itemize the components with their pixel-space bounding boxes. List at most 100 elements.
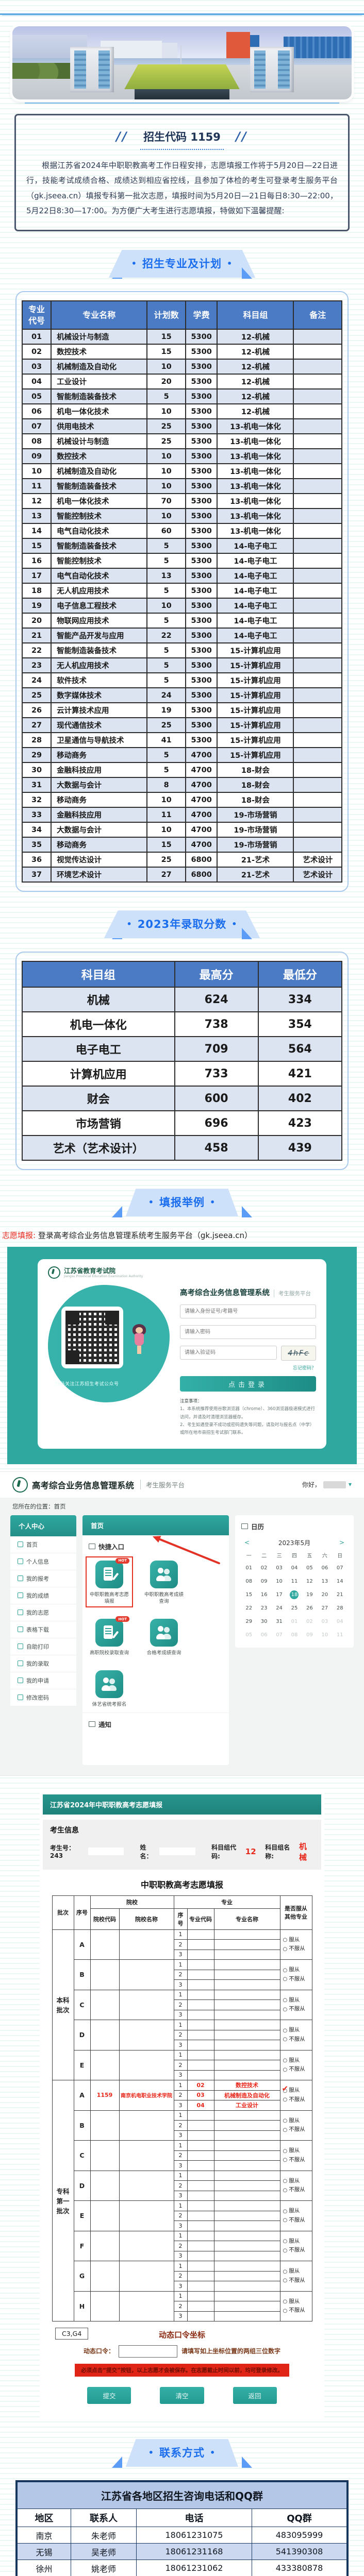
major-code-cell[interactable] <box>187 2110 214 2121</box>
major-code-cell[interactable] <box>187 2060 214 2071</box>
calendar-day[interactable]: 30 <box>260 1618 268 1624</box>
calendar-day[interactable]: 04 <box>291 1565 298 1571</box>
radio-not-obey[interactable]: ○ 不服从 <box>283 2095 312 2105</box>
major-code-cell[interactable] <box>187 2311 214 2322</box>
major-code-cell[interactable] <box>187 1979 214 1990</box>
major-code-cell[interactable] <box>187 2270 214 2282</box>
major-name-cell[interactable] <box>213 2170 280 2181</box>
radio-not-obey[interactable]: ○ 不服从 <box>283 2125 312 2134</box>
sidebar-item-个人信息[interactable]: 个人信息 <box>10 1553 76 1570</box>
radio-not-obey[interactable]: ○ 不服从 <box>283 2005 312 2014</box>
major-name-cell[interactable] <box>213 2009 280 2021</box>
calendar-day[interactable]: 09 <box>260 1578 268 1584</box>
calendar-day[interactable]: 12 <box>306 1578 313 1584</box>
college-name-cell[interactable] <box>119 2020 174 2050</box>
calendar-day[interactable]: 07 <box>336 1565 343 1571</box>
calendar-day-next-month[interactable]: 09 <box>306 1632 313 1638</box>
college-name-cell[interactable]: 南京机电职业技术学院 <box>119 2080 174 2111</box>
major-code-cell[interactable] <box>187 2130 214 2141</box>
college-name-cell[interactable] <box>119 2170 174 2201</box>
sidebar-item-我的志愿[interactable]: 我的志愿 <box>10 1604 76 1621</box>
radio-obey[interactable]: ○ 服从 <box>283 1965 312 1975</box>
major-code-cell[interactable] <box>187 2200 214 2211</box>
password-input[interactable] <box>180 1325 316 1340</box>
major-code-cell[interactable] <box>187 2221 214 2231</box>
major-name-cell[interactable] <box>213 1959 280 1970</box>
sidebar-item-我的报考[interactable]: 我的报考 <box>10 1570 76 1587</box>
college-code-cell[interactable] <box>90 2291 120 2322</box>
radio-not-obey[interactable]: ○ 不服从 <box>283 1975 312 1984</box>
calendar-day-next-month[interactable]: 10 <box>321 1632 328 1638</box>
major-name-cell[interactable] <box>213 2301 280 2312</box>
major-name-cell[interactable] <box>213 2291 280 2302</box>
major-code-cell[interactable]: 04 <box>187 2100 214 2111</box>
sidebar-item-表格下载[interactable]: 表格下载 <box>10 1621 76 1638</box>
major-code-cell[interactable] <box>187 2291 214 2302</box>
calendar-day[interactable]: 16 <box>260 1591 268 1598</box>
major-name-cell[interactable] <box>213 2241 280 2251</box>
calendar-day[interactable]: 28 <box>336 1605 343 1611</box>
college-name-cell[interactable] <box>119 1959 174 1990</box>
radio-obey[interactable]: ○ 服从 <box>283 1996 312 2005</box>
calendar-prev-button[interactable]: < <box>244 1539 250 1547</box>
major-name-cell[interactable] <box>213 2230 280 2242</box>
major-name-cell[interactable] <box>213 2190 280 2201</box>
captcha-image[interactable]: 4hFc <box>281 1346 316 1361</box>
major-name-cell[interactable]: 机械制造及自动化 <box>213 2090 280 2101</box>
major-name-cell[interactable] <box>213 1969 280 1980</box>
major-name-cell[interactable] <box>213 2200 280 2211</box>
college-code-cell[interactable] <box>90 1959 120 1990</box>
radio-not-obey[interactable]: ○ 不服从 <box>283 2306 312 2315</box>
captcha-input[interactable] <box>180 1346 277 1360</box>
radio-obey[interactable]: ○ 服从 <box>283 2116 312 2126</box>
major-name-cell[interactable] <box>213 2281 280 2292</box>
major-code-cell[interactable] <box>187 2160 214 2171</box>
calendar-day[interactable]: 24 <box>276 1605 283 1611</box>
radio-obey[interactable]: ○ 服从 <box>283 2026 312 2035</box>
calendar-day-next-month[interactable]: 03 <box>321 1618 328 1624</box>
college-code-cell[interactable] <box>90 1929 120 1960</box>
major-name-cell[interactable]: 工业设计 <box>213 2100 280 2111</box>
major-code-cell[interactable] <box>187 2230 214 2242</box>
calendar-day[interactable]: 13 <box>321 1578 328 1584</box>
calendar-day[interactable]: 01 <box>245 1565 253 1571</box>
major-code-cell[interactable] <box>187 2190 214 2201</box>
major-code-cell[interactable] <box>187 2281 214 2292</box>
calendar-day[interactable]: 29 <box>245 1618 253 1624</box>
calendar-day[interactable]: 10 <box>276 1578 283 1584</box>
major-code-cell[interactable] <box>187 1999 214 2010</box>
radio-not-obey[interactable]: ○ 不服从 <box>283 2065 312 2074</box>
major-code-cell[interactable]: 03 <box>187 2090 214 2101</box>
radio-not-obey[interactable]: ○ 不服从 <box>283 2246 312 2255</box>
college-name-cell[interactable] <box>119 2261 174 2292</box>
college-code-cell[interactable] <box>90 2140 120 2171</box>
sidebar-item-我的录取[interactable]: 我的录取 <box>10 1655 76 1672</box>
major-name-cell[interactable] <box>213 1949 280 1960</box>
calendar-day-next-month[interactable]: 07 <box>276 1632 283 1638</box>
major-code-cell[interactable] <box>187 1949 214 1960</box>
major-name-cell[interactable] <box>213 2110 280 2121</box>
major-name-cell[interactable] <box>213 2060 280 2071</box>
major-code-cell[interactable] <box>187 2140 214 2151</box>
college-code-cell[interactable] <box>90 2230 120 2262</box>
college-code-cell[interactable] <box>90 2020 120 2050</box>
major-code-cell[interactable] <box>187 2020 214 2030</box>
calendar-day[interactable]: 27 <box>321 1605 328 1611</box>
sidebar-item-我的申请[interactable]: 我的申请 <box>10 1672 76 1689</box>
back-button[interactable]: 返回 <box>233 2387 277 2404</box>
major-name-cell[interactable] <box>213 2120 280 2131</box>
calendar-day[interactable]: 31 <box>276 1618 283 1624</box>
calendar-day[interactable]: 14 <box>336 1578 343 1584</box>
major-name-cell[interactable] <box>213 2140 280 2151</box>
major-code-cell[interactable] <box>187 2241 214 2251</box>
otp-input[interactable] <box>119 2345 177 2358</box>
major-code-cell[interactable] <box>187 2180 214 2191</box>
calendar-day-next-month[interactable]: 08 <box>291 1632 298 1638</box>
major-name-cell[interactable] <box>213 1989 280 2001</box>
major-name-cell[interactable] <box>213 2221 280 2231</box>
login-button[interactable]: 点击登录 <box>180 1376 316 1392</box>
sidebar-item-修改密码[interactable]: 修改密码 <box>10 1689 76 1706</box>
major-name-cell[interactable] <box>213 2270 280 2282</box>
major-code-cell[interactable]: 02 <box>187 2080 214 2091</box>
calendar-day[interactable]: 06 <box>321 1565 328 1571</box>
